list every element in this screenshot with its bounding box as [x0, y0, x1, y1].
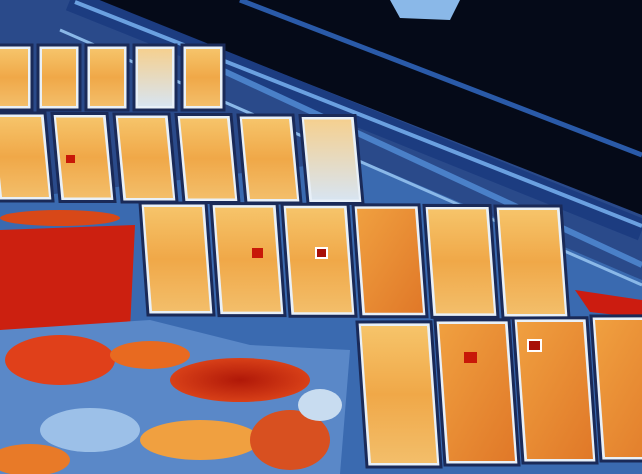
- panel: [42, 49, 76, 106]
- solar-panels: [0, 43, 642, 469]
- panel: [428, 209, 494, 314]
- panel: [0, 49, 28, 106]
- bright-patch: [390, 0, 460, 20]
- roof-edges: [198, 57, 642, 268]
- ground: [170, 358, 310, 402]
- panel: [186, 49, 220, 106]
- ground: [250, 410, 330, 470]
- roof-edges: [74, 0, 642, 228]
- panel: [595, 320, 642, 457]
- hot-spots: [464, 352, 477, 363]
- ground: [0, 444, 70, 474]
- hot-spots: [527, 339, 542, 352]
- ground: [0, 210, 120, 226]
- ground: [298, 389, 342, 421]
- panel: [180, 118, 235, 199]
- hot-spots: [252, 248, 263, 258]
- panel: [242, 119, 297, 199]
- ground: [0, 225, 135, 330]
- panel: [90, 49, 124, 106]
- panel: [361, 326, 437, 463]
- ground: [575, 290, 642, 318]
- panel: [499, 210, 565, 314]
- panel: [304, 119, 359, 200]
- panel: [517, 322, 593, 459]
- panel: [118, 118, 173, 198]
- panel: [144, 207, 210, 311]
- ground: [40, 408, 140, 452]
- ground: [140, 420, 260, 460]
- panel: [56, 117, 111, 198]
- ground: [110, 341, 190, 369]
- panel: [286, 208, 352, 313]
- panel: [439, 324, 515, 461]
- panel: [357, 208, 423, 313]
- ground: [5, 335, 115, 385]
- roof-edges: [239, 0, 642, 158]
- hot-spots: [315, 247, 328, 259]
- panel: [138, 49, 172, 106]
- panel: [0, 117, 49, 197]
- panel: [215, 207, 281, 312]
- hot-spots: [66, 155, 75, 163]
- hot-spots: [66, 155, 542, 363]
